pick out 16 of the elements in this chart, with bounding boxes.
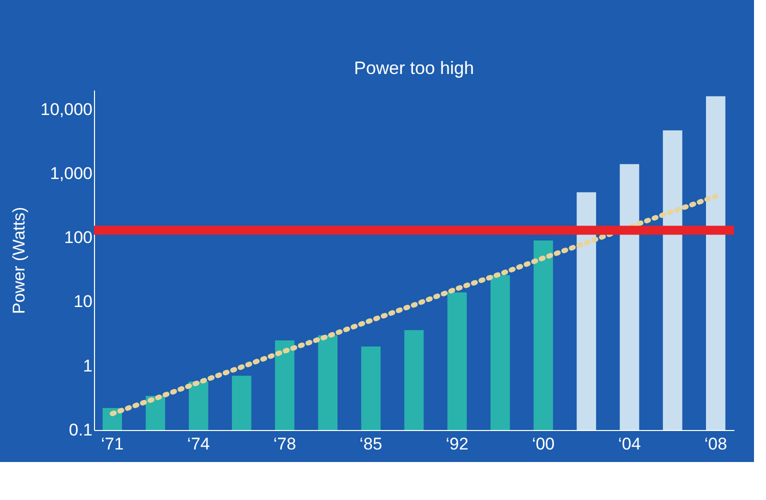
x-tick-label: ‘85 (360, 434, 382, 454)
x-tick-label: ‘71 (100, 434, 124, 454)
x-tick-label: ‘00 (532, 434, 555, 454)
x-tick-label: ‘78 (273, 434, 296, 454)
x-tick-label: ‘92 (446, 434, 468, 454)
y-tick-label: 1 (83, 356, 92, 376)
x-tick-label: ‘08 (704, 434, 728, 454)
chart-title: Power too high (354, 58, 474, 78)
y-tick-label: 1,000 (50, 164, 92, 183)
x-tick-label: ‘74 (187, 434, 210, 454)
y-tick-label: 100 (64, 228, 92, 248)
y-tick-label: 10 (74, 292, 92, 312)
x-tick-label: ‘04 (618, 434, 641, 454)
y-tick-label: 10,000 (40, 100, 92, 119)
y-tick-label: 0.1 (68, 420, 92, 440)
y-axis-title: Power (Watts) (10, 206, 29, 314)
